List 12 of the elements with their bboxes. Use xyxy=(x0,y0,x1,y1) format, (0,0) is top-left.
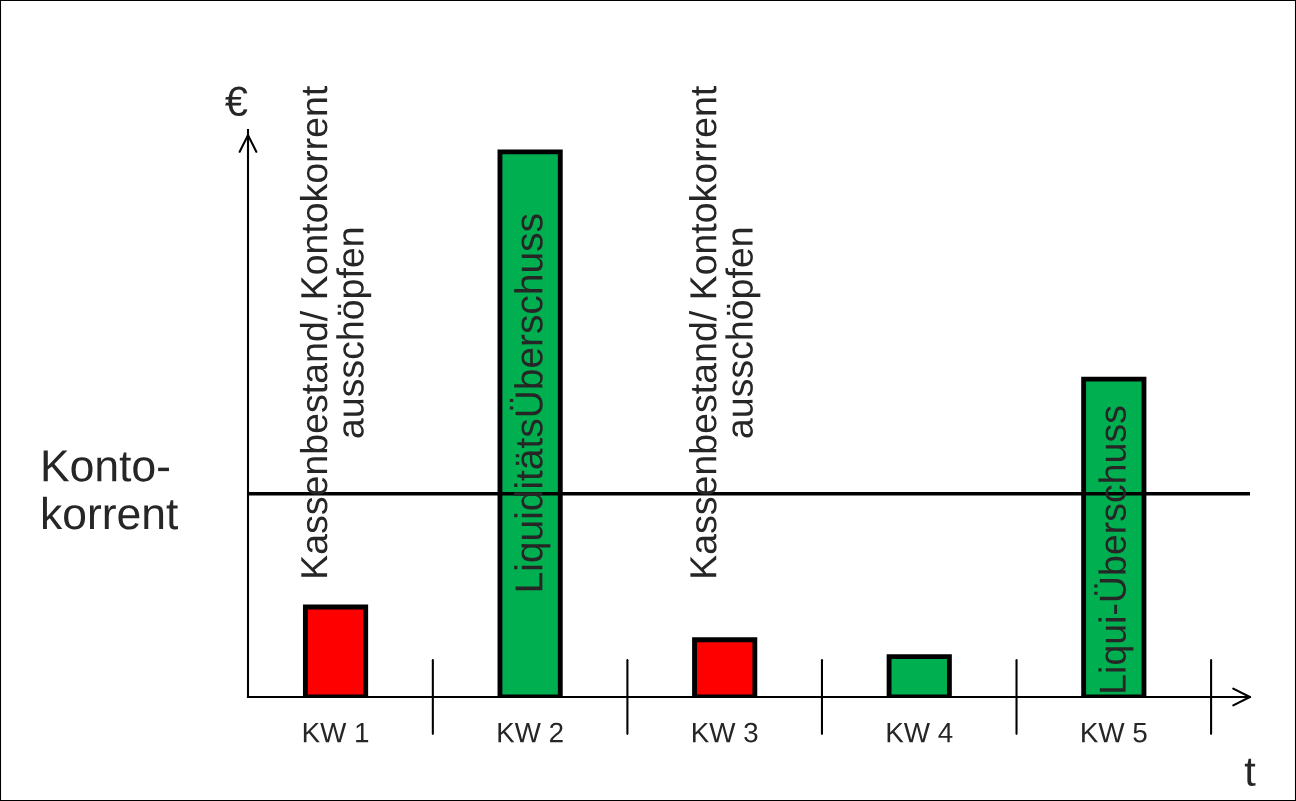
annotation: Liqui-Überschuss xyxy=(1094,406,1134,692)
x-tick-label: KW 2 xyxy=(498,722,563,743)
ref-line-label: Konto- korrent xyxy=(42,450,178,530)
x-tick-label: KW 4 xyxy=(887,723,953,743)
x-tick-label: KW 1 xyxy=(303,723,369,743)
annotation: LiquiditätsÜberschuss xyxy=(509,214,551,591)
x-tick-label: KW 5 xyxy=(1082,723,1147,743)
annotation: Kassenbestand/ Kontokorrent ausschöpfen xyxy=(299,85,372,577)
x-tick-label: KW 3 xyxy=(693,722,758,743)
x-axis-title: t xyxy=(1244,758,1256,787)
annotation: Kassenbestand/ Kontokorrent ausschöpfen xyxy=(689,85,761,577)
y-axis-title: € xyxy=(225,86,248,117)
